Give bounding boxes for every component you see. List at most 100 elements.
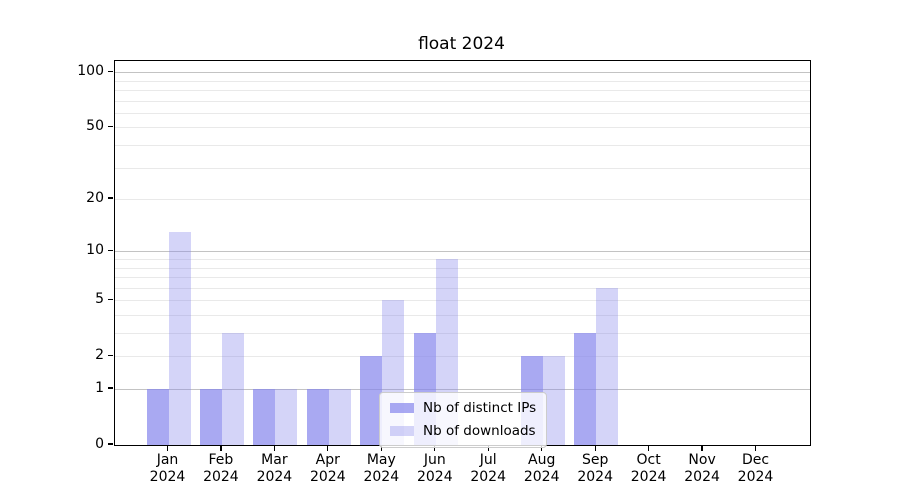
gridline-minor [115,333,810,334]
x-tick-label: Nov 2024 [660,452,744,486]
x-tick [754,446,757,451]
x-tick-label: Aug 2024 [500,452,584,486]
legend-item-downloads: Nb of downloads [390,423,536,439]
x-tick-month: Feb [208,452,234,468]
x-tick-label: May 2024 [339,452,423,486]
legend: Nb of distinct IPs Nb of downloads [379,392,547,448]
bar-distinct-ips [253,389,276,445]
x-tick-year: 2024 [416,469,453,485]
x-tick [594,446,596,451]
y-tick-label: 5 [95,291,104,308]
x-tick-month: Mar [261,452,288,468]
x-tick [380,446,382,451]
x-tick-label: Jul 2024 [446,452,530,486]
y-tick-label: 0 [95,436,104,452]
bar-distinct-ips [306,389,329,445]
bar-distinct-ips [199,389,222,445]
legend-label-downloads: Nb of downloads [423,423,536,439]
gridline-minor [115,80,810,82]
legend-swatch-downloads [390,426,414,436]
y-tick-label: 10 [86,242,104,259]
x-tick-month: May [366,452,396,468]
x-tick-month: Jun [423,452,446,468]
y-tick [108,197,113,199]
x-tick-label: Feb 2024 [179,452,263,486]
x-tick [647,446,650,451]
gridline-minor [115,90,810,91]
x-tick [220,446,222,451]
x-tick-label: Jun 2024 [393,452,477,486]
gridline-minor [115,277,810,278]
x-tick [541,446,543,451]
x-tick-month: Nov [688,452,716,468]
y-tick-label: 20 [86,190,104,207]
x-tick-month: Oct [636,452,661,468]
y-tick [108,387,113,389]
x-tick-label: Mar 2024 [232,452,316,486]
bar-downloads [542,356,565,445]
gridline-minor [115,145,810,146]
x-tick [327,446,329,451]
x-tick [701,446,703,451]
y-tick-label: 1 [95,380,104,396]
gridline-minor [115,315,810,316]
x-tick-year: 2024 [577,469,613,485]
y-tick-label: 50 [86,118,104,135]
x-tick-year: 2024 [363,469,400,485]
x-tick-label: Apr 2024 [286,452,370,486]
x-tick-label: Jan 2024 [126,452,210,486]
gridline-minor [115,100,810,102]
plot-area: Nb of distinct IPs Nb of downloads [114,60,811,448]
y-tick [108,249,113,251]
x-tick-year: 2024 [203,469,239,485]
x-tick-year: 2024 [149,469,186,485]
x-tick-month: Jul [479,452,497,468]
y-tick [108,298,113,300]
gridline-minor [115,267,810,269]
gridline-minor [115,127,810,129]
bar-distinct-ips [574,333,597,445]
y-tick-label: 100 [77,63,104,80]
x-tick-year: 2024 [630,469,667,485]
x-tick-label: Dec 2024 [714,452,798,486]
x-tick-year: 2024 [470,469,506,485]
gridline-minor [115,199,810,201]
gridline-minor [115,112,810,114]
gridline-major [115,389,810,390]
x-tick [166,446,169,451]
bar-distinct-ips [146,389,169,445]
gridline-major [115,251,810,253]
bar-distinct-ips [360,356,383,445]
x-tick-year: 2024 [523,469,560,485]
bar-downloads [168,231,191,445]
x-tick-month: Dec [741,452,770,468]
y-tick [108,125,113,128]
x-tick-month: Jan [156,452,179,468]
x-tick-year: 2024 [737,469,774,485]
x-tick-label: Sep 2024 [553,452,637,486]
legend-label-distinct-ips: Nb of distinct IPs [423,400,537,416]
x-tick-month: Aug [528,452,556,468]
bar-downloads [328,389,351,445]
x-tick-year: 2024 [684,469,720,485]
gridline-minor [115,167,810,169]
x-tick-month: Apr [315,452,340,468]
gridline-minor [115,287,810,289]
y-tick [108,443,113,445]
x-tick [273,446,276,451]
bar-downloads [596,287,619,445]
x-tick [487,446,489,451]
y-tick [108,354,113,356]
bar-downloads [275,389,298,445]
gridline-minor [115,259,810,260]
y-tick [108,70,113,72]
legend-item-distinct-ips: Nb of distinct IPs [390,400,536,416]
legend-swatch-distinct-ips [390,403,414,413]
x-tick-year: 2024 [256,469,293,485]
gridline-minor [115,300,810,302]
bar-downloads [221,333,244,445]
x-tick-month: Sep [581,452,609,468]
chart-title: float 2024 [418,34,505,54]
x-tick [434,446,436,451]
